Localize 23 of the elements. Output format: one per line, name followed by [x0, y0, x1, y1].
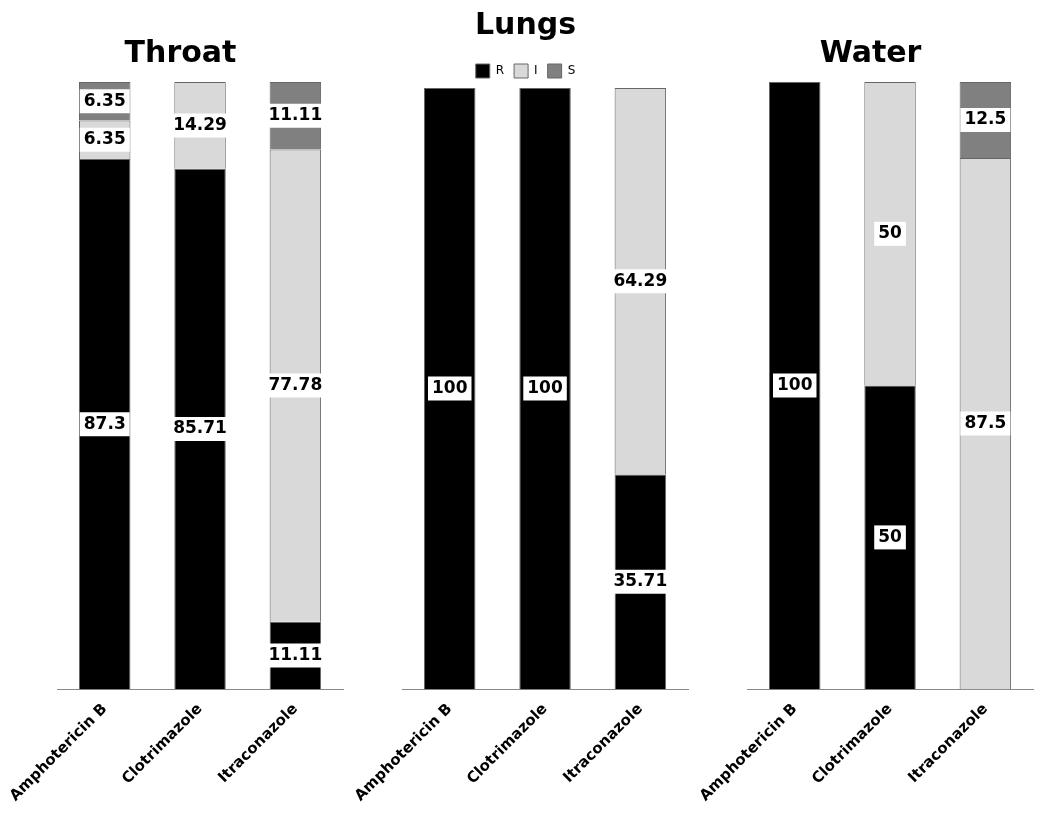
data-label: 64.29: [613, 269, 668, 290]
legend-label: S: [567, 63, 576, 78]
data-label: 87.3: [83, 412, 126, 433]
data-label: 50: [878, 525, 903, 546]
data-label: 35.71: [613, 570, 668, 591]
data-label: 100: [431, 377, 468, 398]
data-label: 100: [527, 377, 563, 398]
legend-label: I: [534, 63, 538, 78]
data-label: 14.29: [173, 113, 227, 134]
data-label: 11.11: [268, 643, 323, 664]
data-label: 100: [776, 374, 813, 395]
chart-title: Lungs: [474, 5, 577, 41]
data-label: 85.71: [173, 417, 227, 438]
data-label: 11.11: [268, 104, 323, 125]
legend-label: R: [495, 63, 505, 78]
chart-title: Water: [819, 33, 922, 69]
data-label: 6.35: [83, 89, 126, 110]
data-label: 87.5: [964, 411, 1007, 432]
data-label: 77.78: [268, 374, 323, 395]
chart-title: Throat: [124, 33, 237, 69]
data-label: 12.5: [964, 108, 1007, 129]
data-label: 6.35: [83, 128, 126, 149]
data-label: 50: [878, 222, 903, 243]
